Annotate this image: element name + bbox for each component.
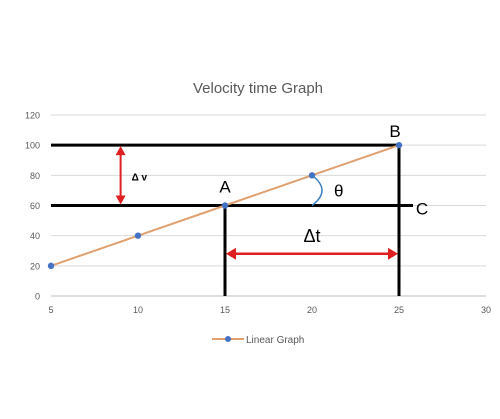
tick-labels: 0 20 40 60 80 100 120 5 10 15 20 25 30 <box>25 111 491 316</box>
y-tick-label: 0 <box>35 292 40 302</box>
point-c-label: C <box>416 200 428 219</box>
data-point <box>47 262 55 270</box>
legend-label: Linear Graph <box>246 335 304 346</box>
series-layer <box>47 141 403 270</box>
chart-title: Velocity time Graph <box>193 80 323 97</box>
guide-lines <box>51 143 413 296</box>
y-tick-label: 20 <box>30 261 40 271</box>
legend: Linear Graph <box>212 335 304 346</box>
delta-v-arrow-head-top <box>115 146 126 156</box>
y-tick-label: 80 <box>30 171 40 181</box>
delta-t-label: Δt <box>303 226 320 246</box>
data-point <box>134 232 142 239</box>
x-tick-label: 25 <box>394 305 404 315</box>
point-b-label: B <box>389 122 400 141</box>
x-tick-label: 5 <box>48 305 53 315</box>
annotations: θ Δ v Δt A B C <box>115 122 428 260</box>
theta-label: θ <box>334 181 343 200</box>
y-tick-label: 60 <box>30 201 40 211</box>
delta-t-arrow-head-right <box>388 247 398 260</box>
x-tick-label: 10 <box>133 305 143 315</box>
y-tick-label: 40 <box>30 231 40 241</box>
x-tick-label: 30 <box>481 305 491 315</box>
x-tick-label: 20 <box>307 305 317 315</box>
delta-v-label: Δ v <box>132 172 148 183</box>
delta-t-arrow-head-left <box>226 247 236 260</box>
delta-v-arrow-head-bottom <box>115 195 126 205</box>
y-tick-label: 120 <box>25 111 40 121</box>
y-tick-label: 100 <box>25 141 40 151</box>
x-tick-label: 15 <box>220 305 230 315</box>
angle-arc <box>311 174 323 207</box>
legend-marker <box>225 336 231 342</box>
data-point <box>221 202 229 209</box>
data-point <box>395 141 403 149</box>
point-a-label: A <box>219 178 231 197</box>
